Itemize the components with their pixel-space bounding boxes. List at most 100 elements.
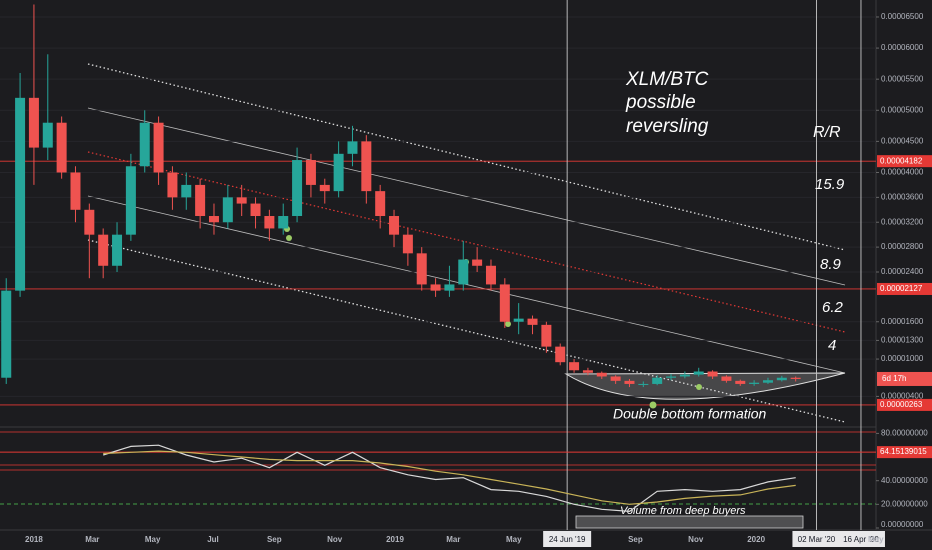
x-tick-label: Mar (446, 535, 460, 544)
x-tick-label: 2020 (747, 535, 765, 544)
candle-body (195, 184, 206, 217)
candle-body (430, 284, 441, 291)
x-tick-label: Nov (327, 535, 343, 544)
level-tag (877, 446, 932, 459)
channel-inner-upper (87, 107, 846, 286)
y-tick-label: 0.00001300 (881, 336, 924, 345)
x-tick-label: May (868, 535, 884, 544)
candle-body (402, 234, 413, 254)
candle-body (208, 216, 219, 223)
y-tick-label: 0.00004000 (881, 168, 924, 177)
candle-body (84, 209, 95, 235)
candle-body (485, 265, 496, 285)
x-tick-label: May (506, 535, 522, 544)
volume-box (575, 515, 804, 529)
y-tick-label: 0.00004500 (881, 136, 924, 145)
candle-body (42, 122, 53, 148)
candle-body (375, 191, 386, 217)
y-tick-label: 0.00000400 (881, 391, 924, 400)
y-tick-label: 0.00001600 (881, 317, 924, 326)
x-tick-label: Mar (85, 535, 99, 544)
candle-body (222, 197, 233, 223)
candle-body (513, 318, 524, 322)
annotation: possible (625, 92, 696, 113)
candle-body (527, 318, 538, 325)
channel-lower (87, 239, 846, 423)
candle-body (790, 377, 801, 379)
annotation: reversling (626, 116, 709, 137)
y-tick-label: 80.00000000 (881, 428, 928, 437)
candle-body (236, 197, 247, 204)
candle-body (139, 122, 150, 167)
candle-body (56, 122, 67, 173)
candle-body (292, 160, 303, 217)
candle-body (679, 374, 690, 377)
candle-body (596, 372, 607, 377)
countdown: 6d 17h (882, 374, 906, 383)
x-tick-label: 24 Jun '19 (549, 535, 586, 544)
candle-body (153, 122, 164, 173)
candle-body (98, 234, 109, 266)
price-tag-label: 0.00000263 (880, 400, 923, 409)
candle-body (610, 376, 621, 381)
y-tick-label: 0.00006500 (881, 12, 924, 21)
candle-body (762, 380, 773, 383)
y-tick-label: 40.00000000 (881, 476, 928, 485)
candle-body (666, 376, 677, 378)
date-tag (543, 531, 592, 547)
candle-body (70, 172, 81, 210)
candle-body (444, 284, 455, 291)
y-tick-label: 0.00000000 (881, 520, 924, 529)
candle-body (181, 184, 192, 198)
candle-body (167, 172, 178, 198)
candle-body (15, 97, 26, 291)
bottom-bowl (564, 372, 846, 400)
candle-body (305, 160, 316, 185)
annotation: 6.2 (822, 299, 844, 316)
y-tick-label: 0.00001000 (881, 354, 924, 363)
candle-body (569, 362, 580, 371)
candle-body (652, 377, 663, 384)
candle-body (624, 380, 635, 384)
annotation: 15.9 (815, 176, 845, 193)
price-tag (877, 282, 932, 295)
candle-body (638, 383, 649, 385)
signal-dot (696, 384, 702, 390)
candle-body (776, 377, 787, 381)
x-tick-label: 2018 (25, 535, 43, 544)
candle-body (472, 259, 483, 266)
signal-dot (286, 235, 292, 241)
candle-body (319, 184, 330, 192)
date-tag (792, 531, 841, 547)
x-tick-label: Jul (207, 535, 219, 544)
annotation: 8.9 (820, 256, 842, 273)
candle-body (389, 216, 400, 235)
candle-body (125, 166, 136, 235)
candle-body (28, 97, 39, 148)
signal-dot (649, 401, 657, 409)
annotation: R/R (813, 124, 841, 141)
candle-body (499, 284, 510, 322)
x-tick-label: Sep (628, 535, 643, 544)
candle-body (458, 259, 469, 285)
price-tag (877, 398, 932, 411)
y-tick-label: 0.00005000 (881, 105, 924, 114)
candle-body (735, 380, 746, 384)
y-tick-label: 0.00005500 (881, 74, 924, 83)
candle-body (1, 290, 12, 378)
candle-body (693, 371, 704, 375)
annotation: XLM/BTC (625, 69, 709, 90)
level-label: 64.15139015 (880, 447, 927, 456)
candle-body (250, 203, 261, 217)
annotation: 4 (828, 337, 836, 354)
candle-body (264, 216, 275, 229)
y-tick-label: 0.00003200 (881, 217, 924, 226)
indicator-line (103, 444, 796, 513)
annotation: Volume from deep buyers (620, 505, 746, 517)
candle-body (555, 346, 566, 363)
date-tag (836, 531, 885, 547)
y-tick-label: 0.00003600 (881, 192, 924, 201)
candle-body (112, 234, 123, 266)
candle-body (347, 141, 358, 154)
